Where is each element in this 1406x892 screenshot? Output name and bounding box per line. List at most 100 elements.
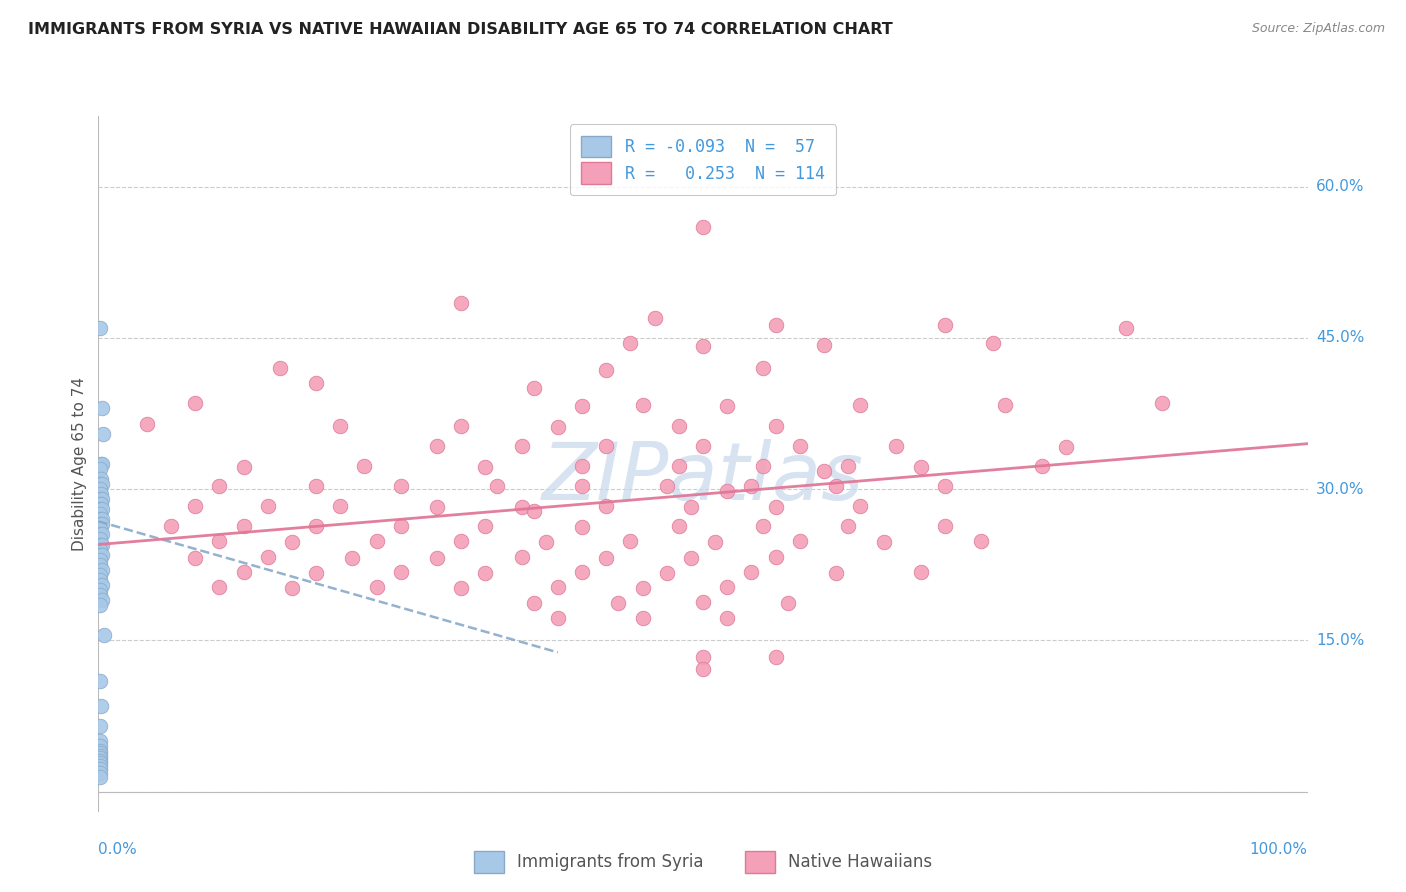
- Point: [668, 458, 690, 473]
- Point: [89, 508, 111, 522]
- Point: [619, 534, 641, 549]
- Point: [1115, 320, 1137, 334]
- Legend: R = -0.093  N =  57, R =   0.253  N = 114: R = -0.093 N = 57, R = 0.253 N = 114: [569, 124, 837, 195]
- Text: Source: ZipAtlas.com: Source: ZipAtlas.com: [1251, 22, 1385, 36]
- Point: [91, 578, 114, 592]
- Point: [90, 497, 112, 511]
- Point: [571, 479, 593, 493]
- Point: [837, 519, 859, 533]
- Point: [523, 596, 546, 610]
- Point: [89, 598, 111, 612]
- Point: [813, 464, 835, 478]
- Point: [90, 472, 112, 486]
- Point: [873, 535, 896, 549]
- Point: [547, 580, 569, 594]
- Point: [607, 596, 630, 610]
- Point: [510, 500, 533, 515]
- Point: [886, 439, 908, 453]
- Point: [668, 418, 690, 433]
- Point: [89, 558, 111, 572]
- Point: [1031, 458, 1053, 473]
- Point: [89, 567, 111, 582]
- Point: [89, 522, 111, 536]
- Legend: Immigrants from Syria, Native Hawaiians: Immigrants from Syria, Native Hawaiians: [467, 845, 939, 880]
- Point: [765, 418, 787, 433]
- Point: [89, 497, 111, 511]
- Point: [450, 581, 472, 595]
- Point: [89, 739, 111, 754]
- Point: [160, 519, 183, 533]
- Point: [849, 499, 872, 513]
- Point: [281, 535, 304, 549]
- Point: [89, 492, 111, 507]
- Point: [342, 550, 364, 565]
- Point: [740, 565, 762, 579]
- Text: 100.0%: 100.0%: [1250, 842, 1308, 857]
- Point: [631, 611, 654, 625]
- Point: [776, 596, 799, 610]
- Point: [631, 398, 654, 412]
- Y-axis label: Disability Age 65 to 74: Disability Age 65 to 74: [72, 376, 87, 551]
- Point: [523, 381, 546, 395]
- Point: [89, 552, 111, 566]
- Point: [91, 563, 114, 577]
- Point: [595, 363, 617, 377]
- Point: [716, 484, 738, 499]
- Point: [89, 673, 111, 688]
- Point: [389, 519, 412, 533]
- Point: [716, 611, 738, 625]
- Point: [305, 376, 328, 391]
- Point: [89, 766, 111, 780]
- Point: [655, 479, 678, 493]
- Point: [970, 534, 993, 549]
- Text: IMMIGRANTS FROM SYRIA VS NATIVE HAWAIIAN DISABILITY AGE 65 TO 74 CORRELATION CHA: IMMIGRANTS FROM SYRIA VS NATIVE HAWAIIAN…: [28, 22, 893, 37]
- Point: [523, 504, 546, 518]
- Text: 15.0%: 15.0%: [1316, 632, 1364, 648]
- Point: [692, 661, 714, 675]
- Point: [89, 771, 111, 785]
- Point: [89, 744, 111, 758]
- Point: [692, 219, 714, 234]
- Point: [256, 499, 278, 513]
- Text: 30.0%: 30.0%: [1316, 482, 1364, 497]
- Point: [934, 479, 956, 493]
- Point: [184, 499, 207, 513]
- Point: [269, 361, 291, 376]
- Point: [752, 361, 775, 376]
- Point: [994, 398, 1017, 412]
- Point: [256, 549, 278, 564]
- Point: [426, 439, 449, 453]
- Point: [910, 459, 932, 474]
- Point: [619, 335, 641, 350]
- Point: [825, 566, 848, 580]
- Point: [208, 479, 231, 493]
- Point: [91, 457, 114, 471]
- Point: [91, 426, 114, 441]
- Point: [849, 398, 872, 412]
- Point: [89, 537, 111, 551]
- Point: [450, 418, 472, 433]
- Point: [1054, 440, 1077, 454]
- Point: [91, 401, 114, 416]
- Point: [305, 519, 328, 533]
- Point: [510, 549, 533, 564]
- Point: [837, 458, 859, 473]
- Point: [89, 462, 111, 476]
- Text: 0.0%: 0.0%: [98, 842, 138, 857]
- Point: [765, 549, 787, 564]
- Point: [595, 499, 617, 513]
- Point: [595, 550, 617, 565]
- Point: [208, 534, 231, 549]
- Point: [692, 339, 714, 353]
- Point: [89, 517, 111, 532]
- Point: [765, 650, 787, 665]
- Point: [91, 527, 114, 541]
- Point: [366, 534, 388, 549]
- Point: [789, 439, 811, 453]
- Point: [232, 459, 254, 474]
- Point: [91, 593, 114, 607]
- Point: [89, 749, 111, 764]
- Point: [595, 439, 617, 453]
- Point: [1152, 396, 1174, 410]
- Point: [89, 573, 111, 587]
